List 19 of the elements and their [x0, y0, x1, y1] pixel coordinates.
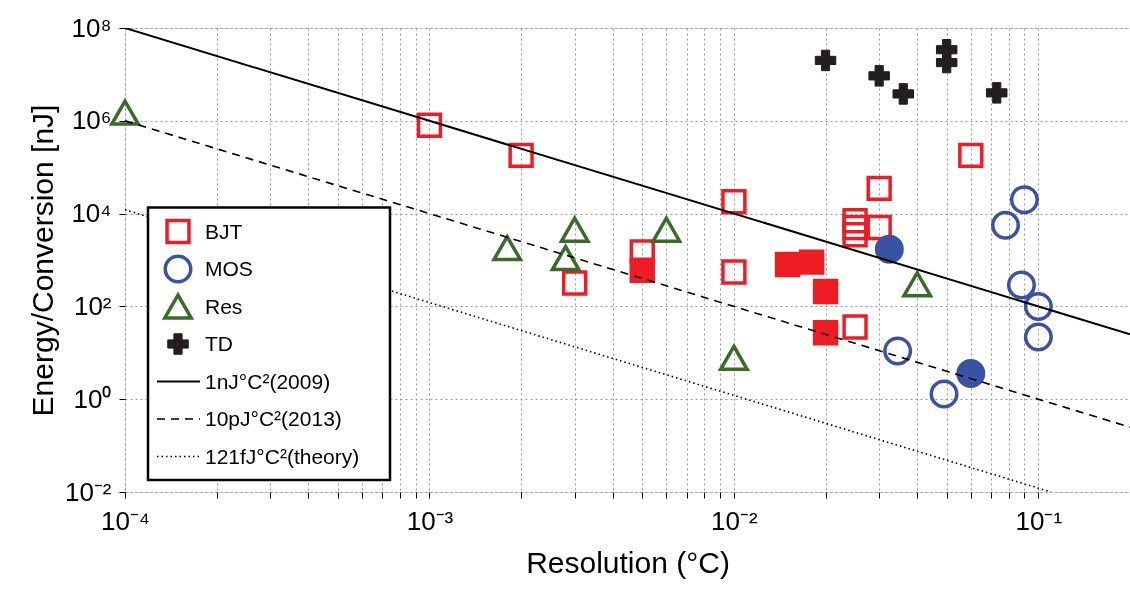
y-tick-label: 10⁰: [73, 383, 112, 414]
y-tick-label: 10⁸: [71, 12, 112, 43]
legend-label: 121fJ°C²(theory): [205, 444, 360, 468]
y-axis-title: Energy/Conversion [nJ]: [25, 104, 59, 417]
x-tick-label: 10⁻¹: [1015, 505, 1063, 536]
legend-label: TD: [205, 332, 233, 355]
x-tick-label: 10⁻³: [406, 505, 454, 536]
x-tick-label: 10⁻²: [711, 505, 759, 536]
legend-label: 10pJ°C²(2013): [205, 407, 342, 430]
legend-label: Res: [205, 294, 243, 318]
x-tick-label: 10⁻⁴: [100, 505, 151, 536]
x-axis-title: Resolution (°C): [526, 545, 730, 579]
y-tick-label: 10⁴: [71, 198, 112, 229]
legend-label: MOS: [205, 257, 253, 280]
legend-label: 1nJ°C²(2009): [205, 369, 331, 393]
y-tick-label: 10²: [73, 290, 112, 321]
legend-label: BJT: [205, 219, 243, 243]
y-tick-label: 10⁻²: [64, 476, 112, 507]
y-tick-label: 10⁶: [71, 105, 112, 136]
